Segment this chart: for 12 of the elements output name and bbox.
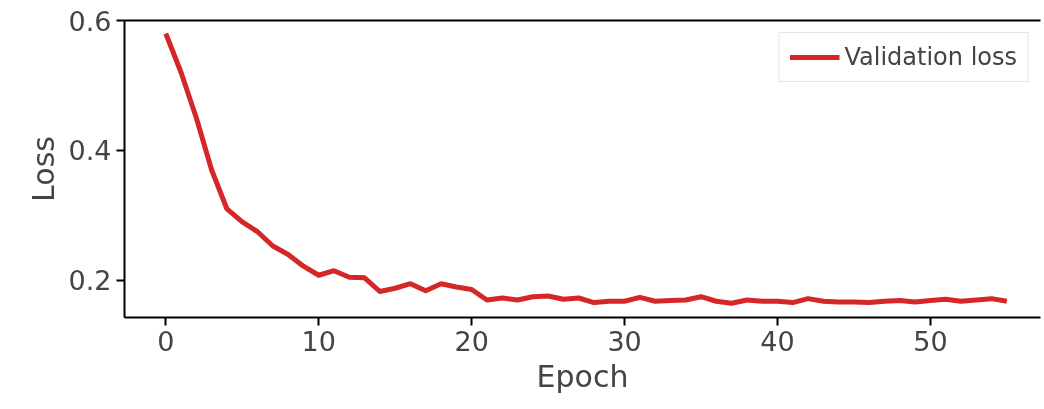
x-tick-label: 20 xyxy=(454,325,489,357)
y-axis-title: Loss xyxy=(25,136,61,202)
legend-label: Validation loss xyxy=(844,43,1017,71)
x-tick-label: 30 xyxy=(607,325,642,357)
x-tick-label: 10 xyxy=(301,325,336,357)
y-tick-label: 0.4 xyxy=(68,135,112,167)
x-tick-label: 0 xyxy=(157,325,175,357)
x-tick-label: 50 xyxy=(913,325,948,357)
x-tick-label: 40 xyxy=(760,325,795,357)
y-tick-label: 0.6 xyxy=(68,5,112,37)
y-tick-label: 0.2 xyxy=(68,265,112,297)
x-axis-title: Epoch xyxy=(536,358,629,394)
